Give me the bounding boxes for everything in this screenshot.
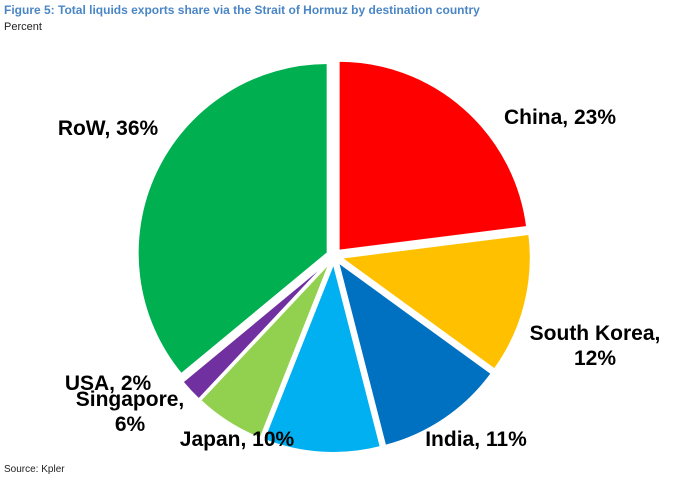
pie-slice-singapore [198,261,332,440]
slice-labels: China, 23% South Korea, 12% India, 11% Japan… [58,106,661,451]
slice-label-china: China, 23% [504,106,616,129]
chart-subtitle: Percent [4,21,42,33]
slice-label-row: RoW, 36% [58,117,159,140]
slice-label-singapore: Singapore, 6% [76,388,185,436]
pie-slice-south-korea [338,232,532,371]
pie-slice-china [337,59,529,252]
slice-label-japan: Japan, 10% [180,428,295,451]
pie-slice-row [136,62,329,376]
slice-label-india: India, 11% [425,428,527,451]
chart-source: Source: Kpler [4,464,65,475]
slice-label-usa: USA, 2% [65,372,152,395]
pie-slices [136,59,532,454]
pie-slice-usa [181,260,330,401]
pie-slice-india [336,259,494,448]
chart-title: Figure 5: Total liquids exports share vi… [4,3,480,17]
pie-slice-japan [262,259,383,454]
slice-label-south-korea: South Korea, 12% [530,322,661,370]
